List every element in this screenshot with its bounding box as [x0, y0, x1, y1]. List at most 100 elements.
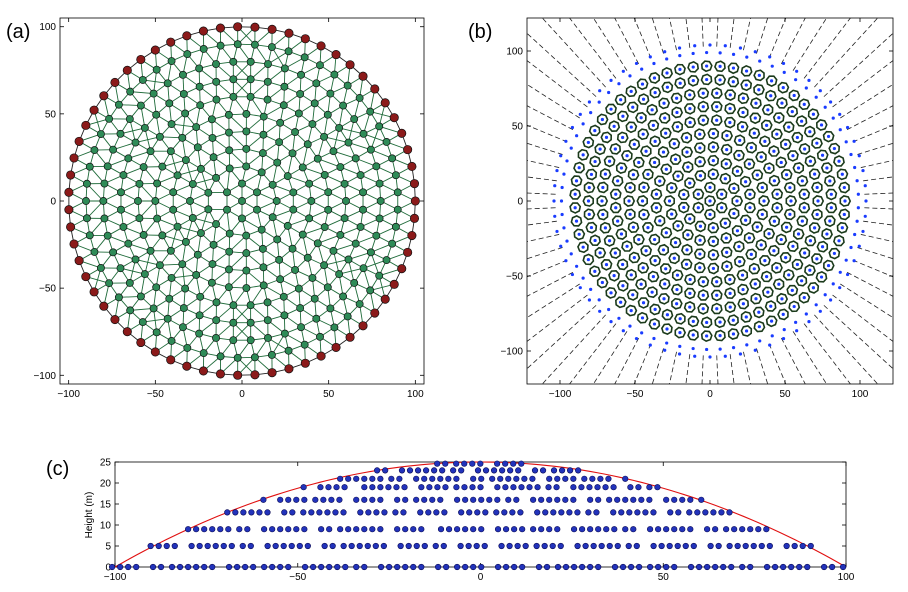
panel-a-boundary-node: [345, 332, 355, 342]
panel-b-ray: [860, 160, 893, 168]
panel-b-node: [569, 146, 573, 150]
panel-b-ray: [743, 351, 751, 384]
panel-c-node: [301, 496, 308, 503]
panel-b-node: [607, 159, 612, 163]
panel-b-node: [658, 179, 662, 183]
panel-b-node: [665, 327, 669, 331]
panel-b-ray: [864, 207, 893, 210]
panel-a-boundary-node: [64, 205, 74, 215]
panel-b-ray: [729, 354, 735, 384]
panel-b-node: [670, 212, 674, 216]
panel-c-node: [642, 509, 649, 516]
panel-b-outer-node: [828, 100, 833, 104]
panel-c-node: [317, 484, 324, 491]
panel-c-node: [538, 526, 545, 533]
panel-c-node: [414, 467, 422, 474]
panel-c-plot: −100 −50 0 50 100 0 5 10 15 20 25: [100, 458, 855, 584]
panel-c-node: [502, 526, 510, 533]
panel-c-node: [396, 475, 403, 482]
panel-c-node: [469, 460, 476, 467]
panel-b-node: [637, 160, 641, 165]
panel-label-c: (c): [46, 458, 69, 480]
panel-c-node: [470, 526, 477, 533]
panel-a-interior-node: [356, 222, 365, 231]
panel-b-ray: [792, 18, 828, 71]
panel-b-ray: [780, 18, 806, 65]
panel-a-interior-node: [116, 129, 125, 138]
panel-a-interior-node: [382, 138, 391, 146]
panel-b-ray: [846, 271, 893, 297]
panel-c-node: [272, 542, 279, 550]
panel-b-node: [653, 139, 657, 144]
panel-b-ray: [701, 18, 704, 47]
panel-a-mesh-edge: [267, 50, 289, 65]
panel-b-node: [688, 217, 692, 221]
panel-b-node: [696, 206, 700, 210]
panel-a-interior-node: [335, 270, 344, 279]
panel-a-interior-node: [320, 132, 329, 141]
panel-b-node: [828, 179, 832, 183]
panel-a-interior-node: [96, 130, 105, 139]
panel-b-ray: [527, 160, 560, 168]
panel-b-node: [664, 267, 668, 271]
panel-b-node: [820, 153, 825, 157]
panel-b-node: [617, 316, 621, 320]
panel-a-interior-node: [109, 248, 118, 257]
panel-a-interior-node: [105, 279, 114, 288]
panel-b-node: [853, 232, 857, 237]
panel-b-node: [791, 244, 795, 248]
panel-b-node: [628, 212, 632, 216]
panel-c-node: [337, 475, 344, 482]
panel-a-interior-node: [126, 87, 135, 96]
panel-c-node: [627, 484, 634, 491]
panel-b-node: [698, 132, 702, 136]
panel-a-boundary-node: [110, 314, 120, 325]
panel-c-node: [718, 509, 725, 516]
panel-b-node: [832, 251, 836, 256]
panel-c-node: [510, 484, 517, 491]
panel-b-node: [600, 117, 604, 122]
panel-c-node: [546, 475, 553, 482]
panel-a-interior-node: [199, 349, 208, 358]
panel-a-interior-node: [225, 164, 234, 173]
panel-b-node: [838, 270, 842, 274]
panel-a-interior-node: [296, 89, 305, 98]
panel-c-node: [595, 563, 602, 571]
panel-a-ytick-label: 100: [39, 22, 56, 33]
panel-c-node: [494, 484, 501, 491]
panel-c-node: [457, 542, 464, 550]
panel-a-interior-node: [100, 214, 109, 223]
panel-c-node: [388, 475, 395, 482]
panel-c-node: [380, 542, 387, 550]
panel-b-node: [672, 256, 676, 260]
panel-c-node: [310, 563, 317, 571]
panel-c-node: [334, 563, 341, 571]
panel-b-node: [755, 225, 759, 229]
panel-c-node: [233, 563, 241, 571]
panel-c-ytick-label: 15: [100, 500, 112, 511]
panel-b-outer-node: [863, 184, 867, 188]
panel-a-boundary-node: [198, 26, 208, 36]
panel-a-interior-node: [326, 304, 335, 313]
panel-c-node: [595, 496, 602, 503]
panel-b-node: [573, 206, 577, 210]
panel-c-node: [377, 484, 384, 491]
panel-b-node: [708, 212, 712, 217]
panel-c-node: [611, 526, 618, 533]
panel-c-node: [710, 509, 717, 516]
panel-b-ray: [864, 192, 893, 195]
panel-b-node: [621, 114, 625, 118]
panel-c-node: [410, 563, 417, 571]
panel-c-node: [357, 509, 364, 516]
panel-b-node: [853, 165, 857, 170]
panel-c-ylabel: Height (m): [84, 492, 95, 539]
panel-b-node: [808, 130, 812, 134]
panel-c-node: [704, 526, 711, 533]
panel-a-interior-node: [167, 337, 176, 345]
panel-c-node: [413, 475, 420, 482]
panel-b-node: [772, 219, 777, 223]
panel-a-ytick-label: −50: [39, 284, 56, 295]
panel-c-node: [610, 509, 617, 516]
panel-b-node: [784, 142, 788, 146]
panel-a-interior-node: [197, 229, 205, 238]
